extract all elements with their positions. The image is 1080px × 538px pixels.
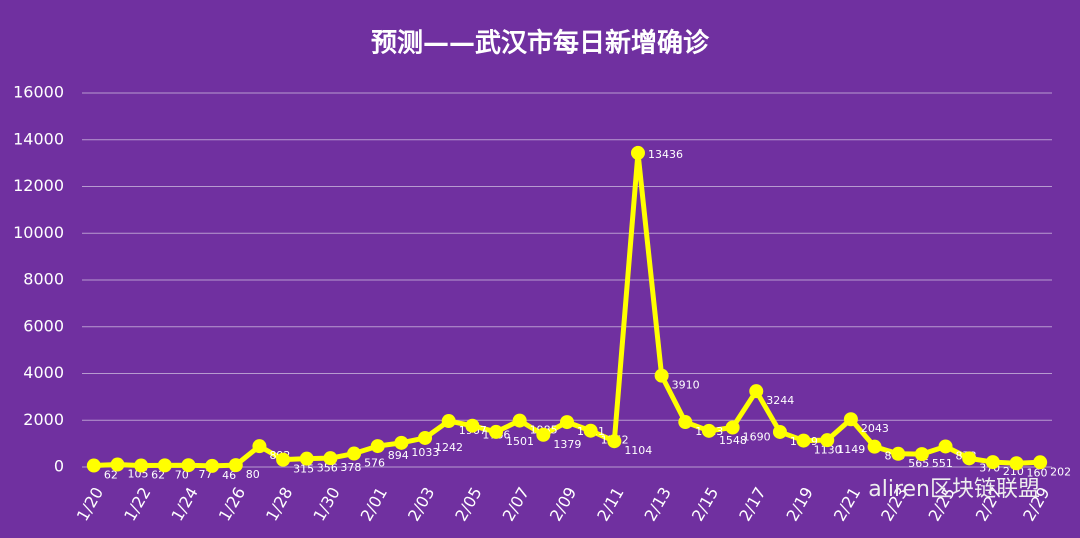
point [252, 439, 267, 454]
point [772, 424, 787, 439]
data-label: 202 [1050, 465, 1071, 478]
point [630, 145, 645, 160]
data-label: 1548 [719, 434, 747, 447]
point [205, 458, 220, 473]
point [418, 430, 433, 445]
data-label: 1242 [435, 441, 463, 454]
y-tick-label: 10000 [13, 223, 64, 242]
point [583, 423, 598, 438]
y-tick-label: 8000 [23, 270, 64, 289]
watermark: aliren区块链联盟 [868, 477, 1040, 502]
point [678, 415, 693, 430]
data-label: 2043 [861, 422, 889, 435]
y-tick-label: 2000 [23, 410, 64, 429]
data-label: 80 [246, 468, 260, 481]
point [1033, 455, 1048, 470]
point [441, 414, 456, 429]
point [654, 368, 669, 383]
data-label: 62 [151, 469, 165, 482]
data-label: 1690 [743, 430, 771, 443]
data-label: 356 [317, 462, 338, 475]
data-label: 70 [175, 468, 189, 481]
data-label: 13436 [648, 148, 683, 161]
point [110, 457, 125, 472]
data-label: 62 [104, 469, 118, 482]
data-label: 1033 [411, 446, 439, 459]
data-label: 160 [1027, 466, 1048, 479]
point [701, 423, 716, 438]
y-tick-label: 4000 [23, 363, 64, 382]
point [796, 433, 811, 448]
point [891, 446, 906, 461]
y-tick-label: 0 [54, 457, 64, 476]
point [560, 415, 574, 430]
point [985, 455, 1000, 470]
point [465, 418, 480, 433]
y-tick-label: 16000 [13, 83, 64, 102]
point [962, 451, 977, 466]
data-label: 1149 [837, 443, 865, 456]
chart-title: 预测——武汉市每日新增确诊 [371, 28, 710, 59]
point [86, 458, 101, 473]
y-tick-label: 14000 [13, 129, 64, 148]
point [228, 458, 243, 473]
point [820, 433, 835, 448]
point [276, 452, 291, 467]
point [749, 384, 764, 399]
point [914, 447, 929, 462]
data-label: 378 [340, 461, 361, 474]
data-label: 1130 [814, 444, 842, 457]
point [725, 420, 740, 435]
point [323, 451, 338, 466]
point [370, 439, 385, 454]
data-label: 315 [293, 463, 314, 476]
point [181, 458, 196, 473]
data-label: 576 [364, 457, 385, 470]
data-label: 1379 [553, 438, 581, 451]
data-label: 894 [388, 449, 409, 462]
data-label: 1104 [624, 444, 652, 457]
data-label: 3910 [672, 379, 700, 392]
point [1009, 456, 1024, 471]
point [299, 451, 314, 466]
point [536, 427, 551, 442]
data-label: 46 [222, 469, 236, 482]
point [512, 413, 527, 428]
point [394, 435, 409, 450]
point [489, 424, 504, 439]
point [347, 446, 362, 461]
point [843, 412, 858, 427]
point [867, 439, 882, 454]
point [607, 434, 622, 449]
y-tick-label: 6000 [23, 316, 64, 335]
data-label: 1501 [506, 435, 534, 448]
y-tick-label: 12000 [13, 176, 64, 195]
data-label: 551 [932, 457, 953, 470]
point [938, 439, 953, 454]
data-label: 3244 [766, 394, 794, 407]
point [157, 458, 172, 473]
point [134, 458, 149, 473]
